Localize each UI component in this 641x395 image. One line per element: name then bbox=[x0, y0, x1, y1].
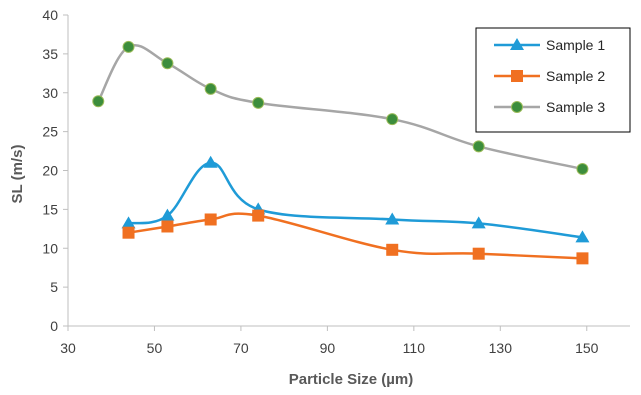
y-axis-label: SL (m/s) bbox=[9, 145, 26, 204]
x-tick-label: 30 bbox=[60, 340, 76, 356]
series-line-sample-1 bbox=[128, 161, 583, 239]
data-point-sample-1 bbox=[121, 216, 136, 229]
data-point-sample-3 bbox=[204, 82, 217, 95]
x-tick-label: 130 bbox=[489, 340, 513, 356]
legend-swatch-marker bbox=[511, 101, 523, 113]
series-lines bbox=[92, 40, 590, 265]
data-point-sample-3 bbox=[252, 96, 265, 109]
y-tick-label: 40 bbox=[42, 7, 58, 23]
data-point-sample-1 bbox=[471, 216, 486, 229]
legend-label: Sample 2 bbox=[546, 68, 605, 84]
y-tick-label: 30 bbox=[42, 85, 58, 101]
axes: 0 5 10 15 20 25 30 35 40 30 50 70 90 110 130 150 bbox=[42, 7, 630, 356]
data-point-sample-3 bbox=[472, 140, 485, 153]
data-point-sample-2 bbox=[204, 213, 217, 226]
data-point-sample-1 bbox=[385, 212, 400, 225]
series-line-sample-2 bbox=[128, 212, 583, 260]
data-point-sample-1 bbox=[575, 230, 590, 243]
data-point-sample-3 bbox=[122, 40, 135, 53]
legend-label: Sample 3 bbox=[546, 99, 605, 115]
legend: Sample 1 Sample 2 Sample 3 bbox=[475, 27, 631, 133]
legend-swatch-marker bbox=[511, 70, 523, 82]
series-sample-1 bbox=[121, 155, 590, 243]
data-point-sample-3 bbox=[386, 113, 399, 126]
x-tick-label: 110 bbox=[403, 340, 426, 356]
data-point-sample-2 bbox=[576, 252, 589, 265]
x-tick-label: 50 bbox=[147, 340, 163, 356]
data-point-sample-3 bbox=[576, 162, 589, 175]
data-point-sample-2 bbox=[472, 247, 485, 260]
legend-item-sample-2: Sample 2 bbox=[494, 68, 605, 84]
data-point-sample-2 bbox=[161, 220, 174, 233]
y-tick-label: 25 bbox=[42, 124, 58, 140]
series-sample-3 bbox=[92, 40, 589, 175]
x-axis-label: Particle Size (µm) bbox=[289, 371, 414, 388]
y-tick-label: 35 bbox=[42, 46, 58, 62]
x-tick-label: 70 bbox=[233, 340, 249, 356]
data-point-sample-3 bbox=[92, 95, 105, 108]
data-point-sample-1 bbox=[160, 208, 175, 221]
y-tick-label: 10 bbox=[42, 240, 58, 256]
legend-item-sample-1: Sample 1 bbox=[494, 37, 605, 53]
legend-label: Sample 1 bbox=[546, 37, 605, 53]
y-tick-label: 20 bbox=[42, 163, 58, 179]
data-point-sample-2 bbox=[386, 243, 399, 256]
x-tick-label: 90 bbox=[320, 340, 336, 356]
y-tick-label: 0 bbox=[50, 318, 58, 334]
y-tick-label: 5 bbox=[50, 279, 58, 295]
legend-item-sample-3: Sample 3 bbox=[494, 99, 605, 115]
data-point-sample-1 bbox=[203, 155, 218, 168]
x-tick-label: 150 bbox=[575, 340, 599, 356]
data-point-sample-3 bbox=[161, 57, 174, 70]
series-sample-2 bbox=[122, 209, 589, 265]
y-tick-label: 15 bbox=[42, 201, 58, 217]
legend-swatch-marker bbox=[510, 38, 524, 50]
data-point-sample-2 bbox=[122, 226, 135, 239]
data-point-sample-2 bbox=[252, 209, 265, 222]
